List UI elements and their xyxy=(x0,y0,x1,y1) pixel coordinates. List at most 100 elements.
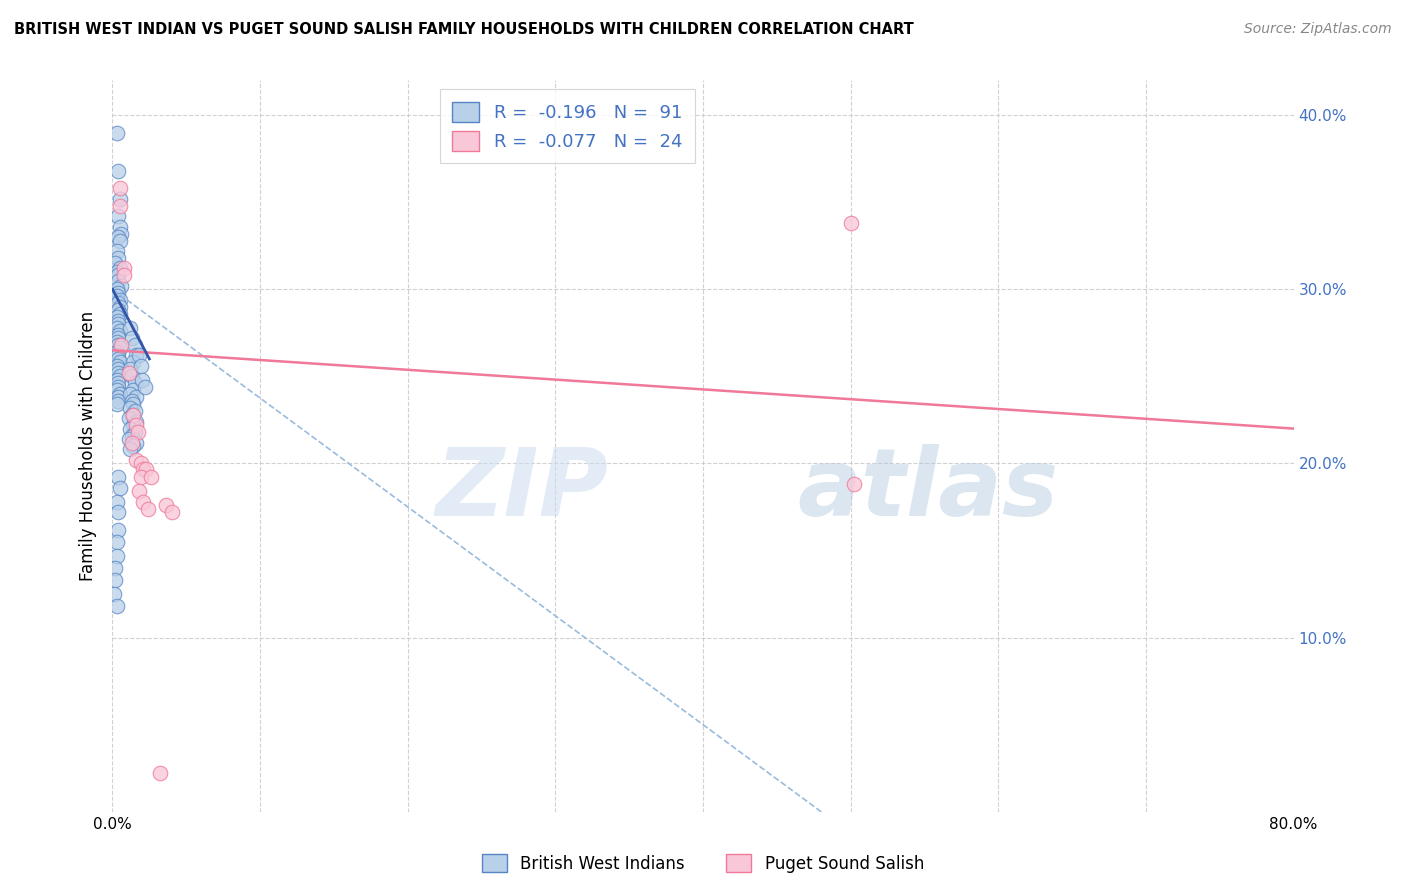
Point xyxy=(121,428,143,442)
Point xyxy=(132,461,155,475)
Point xyxy=(124,376,146,391)
Point xyxy=(108,355,131,369)
Point xyxy=(108,192,131,206)
Point xyxy=(122,384,145,398)
Point xyxy=(107,362,129,376)
Point xyxy=(124,338,146,352)
Point xyxy=(118,411,141,425)
Point xyxy=(108,342,131,356)
Point xyxy=(118,432,141,446)
Point xyxy=(107,327,129,342)
Point xyxy=(121,408,143,422)
Point xyxy=(107,209,129,223)
Point xyxy=(122,439,145,453)
Point xyxy=(107,470,129,484)
Point xyxy=(104,573,127,587)
Point xyxy=(107,230,129,244)
Point xyxy=(125,348,148,362)
Point xyxy=(105,534,128,549)
Point xyxy=(105,494,128,508)
Point xyxy=(108,181,131,195)
Text: atlas: atlas xyxy=(797,444,1059,536)
Point xyxy=(107,338,129,352)
Point xyxy=(121,393,143,408)
Point xyxy=(125,418,148,433)
Point xyxy=(110,278,132,293)
Point xyxy=(107,296,129,310)
Point xyxy=(107,164,129,178)
Point xyxy=(132,494,155,508)
Legend: R =  -0.196   N =  91, R =  -0.077   N =  24: R = -0.196 N = 91, R = -0.077 N = 24 xyxy=(440,89,695,163)
Point xyxy=(107,351,129,366)
Point xyxy=(108,300,131,314)
Point xyxy=(124,404,146,418)
Point xyxy=(108,324,131,338)
Point xyxy=(105,126,128,140)
Point xyxy=(120,320,142,334)
Point xyxy=(107,268,129,283)
Point xyxy=(121,331,143,345)
Point xyxy=(108,219,131,234)
Point xyxy=(122,408,145,422)
Point xyxy=(842,477,865,491)
Point xyxy=(105,265,128,279)
Point xyxy=(155,498,177,512)
Point xyxy=(107,331,129,345)
Point xyxy=(108,481,131,495)
Point xyxy=(127,425,149,439)
Legend: British West Indians, Puget Sound Salish: British West Indians, Puget Sound Salish xyxy=(475,847,931,880)
Point xyxy=(107,317,129,331)
Point xyxy=(108,234,131,248)
Point xyxy=(110,338,132,352)
Point xyxy=(120,421,142,435)
Point xyxy=(105,359,128,373)
Point xyxy=(105,397,128,411)
Point xyxy=(105,244,128,258)
Point xyxy=(103,587,125,601)
Point xyxy=(122,418,145,433)
Point xyxy=(105,549,128,563)
Point xyxy=(107,380,129,394)
Point xyxy=(839,216,862,230)
Point xyxy=(107,348,129,362)
Point xyxy=(105,373,128,387)
Point xyxy=(136,501,159,516)
Point xyxy=(108,386,131,401)
Point xyxy=(105,282,128,296)
Point xyxy=(129,359,152,373)
Point xyxy=(105,310,128,325)
Point xyxy=(120,442,142,457)
Point xyxy=(129,457,152,471)
Y-axis label: Family Households with Children: Family Households with Children xyxy=(79,311,97,581)
Point xyxy=(135,461,157,475)
Point xyxy=(107,251,129,265)
Point xyxy=(160,505,183,519)
Point xyxy=(107,523,129,537)
Text: BRITISH WEST INDIAN VS PUGET SOUND SALISH FAMILY HOUSEHOLDS WITH CHILDREN CORREL: BRITISH WEST INDIAN VS PUGET SOUND SALIS… xyxy=(14,22,914,37)
Point xyxy=(120,401,142,415)
Text: ZIP: ZIP xyxy=(436,444,609,536)
Point xyxy=(108,199,131,213)
Point xyxy=(107,313,129,327)
Point xyxy=(108,261,131,276)
Point xyxy=(128,348,150,362)
Point xyxy=(110,227,132,241)
Point xyxy=(129,470,152,484)
Point xyxy=(107,376,129,391)
Point xyxy=(125,390,148,404)
Point xyxy=(107,285,129,300)
Point xyxy=(108,369,131,384)
Point xyxy=(125,415,148,429)
Point xyxy=(122,397,145,411)
Point xyxy=(134,380,156,394)
Point xyxy=(107,393,129,408)
Point xyxy=(128,484,150,499)
Point xyxy=(120,386,142,401)
Point xyxy=(104,561,127,575)
Point xyxy=(112,268,135,283)
Point xyxy=(105,320,128,334)
Point xyxy=(118,366,141,380)
Point xyxy=(105,334,128,349)
Point xyxy=(122,355,145,369)
Point xyxy=(107,505,129,519)
